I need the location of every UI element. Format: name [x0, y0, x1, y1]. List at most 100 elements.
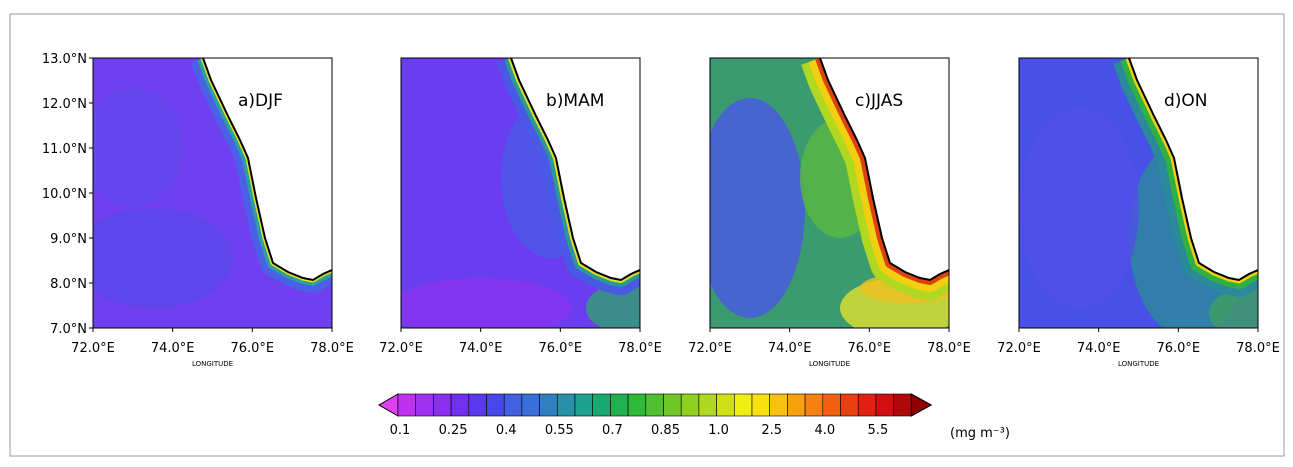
colorbar-cell — [450, 393, 470, 417]
x-tick-label: 72.0°E — [997, 341, 1041, 356]
colorbar-cell — [733, 393, 753, 417]
colorbar-cell — [610, 393, 629, 417]
panel-label: a)DJF — [238, 91, 283, 111]
x-axis-label: LONGITUDE — [192, 360, 233, 368]
colorbar-label: 5.5 — [868, 423, 889, 438]
colorbar-cell — [698, 393, 717, 417]
colorbar-cell — [840, 393, 859, 417]
map-field — [1019, 58, 1258, 328]
colorbar-label: 0.1 — [390, 423, 411, 438]
field-patch — [401, 278, 571, 328]
land — [820, 58, 949, 280]
colorbar-label: 0.85 — [651, 423, 680, 438]
x-tick-label: 78.0°E — [310, 341, 354, 356]
panel-label: d)ON — [1164, 91, 1208, 111]
y-tick-label: 12.0°N — [42, 97, 87, 112]
colorbar-label: 1.0 — [708, 423, 729, 438]
field-patch — [586, 283, 640, 328]
colorbar-cell — [521, 393, 540, 417]
colorbar-label: 0.4 — [496, 423, 517, 438]
map-panel: c)JJAS 72.0°E 74.0°E 76.0°E 78.0°E LONGITUDE — [688, 57, 971, 368]
colorbar-cell — [645, 393, 664, 417]
map-panel: d)ON 72.0°E 74.0°E 76.0°E 78.0°E LONGITUDE — [997, 57, 1280, 368]
land — [1129, 58, 1258, 280]
map-field — [93, 58, 332, 328]
x-tick-label: 78.0°E — [618, 341, 662, 356]
colorbar-cell — [415, 393, 434, 417]
colorbar-cell — [468, 393, 487, 417]
panel-label: b)MAM — [546, 91, 604, 111]
x-tick-label: 74.0°E — [459, 341, 503, 356]
frame — [9, 13, 1285, 457]
x-tick-label: 74.0°E — [768, 341, 812, 356]
colorbar-cell — [751, 393, 771, 417]
coastline — [202, 58, 332, 282]
colorbar-label: 0.55 — [545, 423, 574, 438]
y-tick-label: 8.0°N — [50, 277, 87, 292]
colorbar-cell — [716, 393, 735, 417]
x-tick-label: 72.0°E — [688, 341, 732, 356]
coastline — [819, 58, 949, 282]
colorbar-unit: (mg m⁻³) — [950, 426, 1010, 441]
colorbar-cell — [556, 393, 576, 417]
panel-border — [1018, 57, 1259, 329]
colorbar-cell — [769, 393, 788, 417]
x-tick-label: 78.0°E — [927, 341, 971, 356]
colorbar-cell — [857, 393, 877, 417]
colorbar-cell — [592, 393, 611, 417]
y-tick-label: 13.0°N — [42, 52, 87, 67]
colorbar-cell — [574, 393, 594, 417]
x-tick-label: 74.0°E — [151, 341, 195, 356]
x-tick-label: 76.0°E — [538, 341, 582, 356]
y-tick-label: 10.0°N — [42, 187, 87, 202]
colorbar-cell — [893, 393, 912, 417]
field-patch — [93, 88, 183, 208]
map-field — [401, 58, 640, 328]
x-axis-label: LONGITUDE — [1118, 360, 1159, 368]
field-patch — [93, 208, 233, 308]
x-tick-label: 74.0°E — [1077, 341, 1121, 356]
x-tick-label: 78.0°E — [1236, 341, 1280, 356]
colorbar-arrow-high — [910, 393, 933, 417]
colorbar-cell — [627, 393, 647, 417]
colorbar-cell — [486, 393, 505, 417]
colorbar: 0.1 0.25 0.4 0.55 0.7 0.85 1.0 2.5 4.0 5.5 (mg m⁻³… — [378, 393, 1010, 441]
x-tick-label: 72.0°E — [71, 341, 115, 356]
colorbar-cell — [822, 393, 841, 417]
colorbar-label: 4.0 — [814, 423, 835, 438]
land — [511, 58, 640, 280]
field-patch — [710, 98, 805, 318]
coastline — [510, 58, 640, 282]
coastline — [1128, 58, 1258, 282]
x-axis-label: LONGITUDE — [809, 360, 850, 368]
colorbar-cell — [433, 393, 452, 417]
colorbar-arrow-low — [378, 393, 399, 417]
y-tick-label: 11.0°N — [42, 142, 87, 157]
colorbar-label: 0.25 — [439, 423, 468, 438]
colorbar-cell — [539, 393, 558, 417]
land — [203, 58, 332, 280]
y-tick-label: 9.0°N — [50, 232, 87, 247]
x-tick-label: 76.0°E — [847, 341, 891, 356]
y-tick-label: 7.0°N — [50, 322, 87, 337]
colorbar-cell — [875, 393, 894, 417]
map-field — [710, 58, 949, 328]
colorbar-cell — [787, 393, 806, 417]
colorbar-cell — [663, 393, 682, 417]
panel-label: c)JJAS — [855, 91, 903, 111]
colorbar-label: 0.7 — [602, 423, 623, 438]
colorbar-cell — [397, 393, 417, 417]
map-panel: b)MAM 72.0°E 74.0°E 76.0°E 78.0°E — [379, 57, 662, 356]
x-tick-label: 72.0°E — [379, 341, 423, 356]
map-panel: a)DJF 72.0°E 74.0°E 76.0°E 78.0°E LONGITUDE 7.… — [42, 52, 354, 368]
x-tick-label: 76.0°E — [1156, 341, 1200, 356]
colorbar-cell — [680, 393, 700, 417]
panel-border — [400, 57, 641, 329]
colorbar-cell — [503, 393, 523, 417]
field-patch — [1019, 108, 1139, 308]
colorbar-cell — [804, 393, 824, 417]
colorbar-label: 2.5 — [761, 423, 782, 438]
panel-border — [709, 57, 950, 329]
x-tick-label: 76.0°E — [230, 341, 274, 356]
